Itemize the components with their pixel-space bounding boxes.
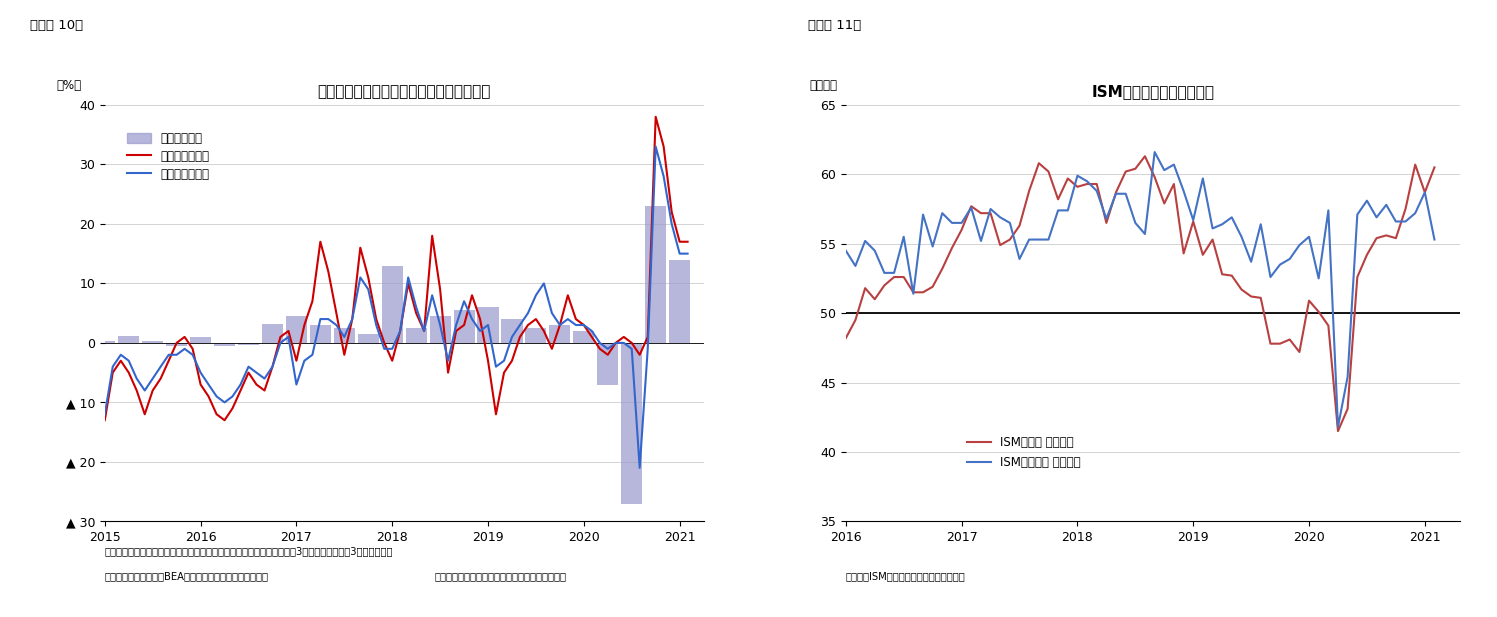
Bar <box>573 331 594 343</box>
Bar <box>525 328 546 343</box>
Bar <box>406 328 427 343</box>
Legend: 名目設備投資, コア資本財受注, コア資本財出荷: 名目設備投資, コア資本財受注, コア資本財出荷 <box>123 128 214 185</box>
Title: ISM製造業・非製造業指数: ISM製造業・非製造業指数 <box>1091 85 1214 99</box>
Bar <box>669 260 690 343</box>
Bar <box>478 307 499 343</box>
Bar <box>454 310 475 343</box>
Bar <box>286 316 307 343</box>
Bar <box>190 337 211 343</box>
Text: （資料）センサス局、BEAよりニッセイ基礎研究所作成。: （資料）センサス局、BEAよりニッセイ基礎研究所作成。 <box>105 571 269 581</box>
Bar <box>597 343 618 384</box>
Bar <box>310 325 331 343</box>
Bar <box>430 316 451 343</box>
Title: 米国製造業の耐久財受注・出荷と設備投資: 米国製造業の耐久財受注・出荷と設備投資 <box>317 85 491 99</box>
Text: （資料）ISMよりニッセイ基礎研究所作成: （資料）ISMよりニッセイ基礎研究所作成 <box>846 571 966 581</box>
Bar <box>334 328 355 343</box>
Bar <box>358 334 379 343</box>
Text: （図表 10）: （図表 10） <box>30 19 82 31</box>
Bar <box>645 206 666 343</box>
Text: （注）コア資本財は国防・航空を除く資本財、コア資本財受注・出荷は3カ月移動平均後の3カ月前比年率: （注）コア資本財は国防・航空を除く資本財、コア資本財受注・出荷は3カ月移動平均後… <box>105 546 394 556</box>
Bar <box>166 343 187 346</box>
Bar <box>382 265 403 343</box>
Text: （耐久財受注・出荷：月次、設備投資：四半期）: （耐久財受注・出荷：月次、設備投資：四半期） <box>434 571 566 581</box>
Bar <box>214 343 235 346</box>
Text: （図表 11）: （図表 11） <box>808 19 862 31</box>
Text: （指数）: （指数） <box>808 80 837 93</box>
Bar <box>501 319 522 343</box>
Bar <box>238 343 259 345</box>
Bar <box>549 325 570 343</box>
Bar <box>94 341 115 343</box>
Text: （%）: （%） <box>57 80 82 93</box>
Legend: ISM製造業 総合指数, ISM非製造業 総合指数: ISM製造業 総合指数, ISM非製造業 総合指数 <box>963 431 1085 474</box>
Bar <box>262 324 283 343</box>
Bar <box>118 336 139 343</box>
Bar <box>142 341 163 343</box>
Bar <box>621 343 642 503</box>
